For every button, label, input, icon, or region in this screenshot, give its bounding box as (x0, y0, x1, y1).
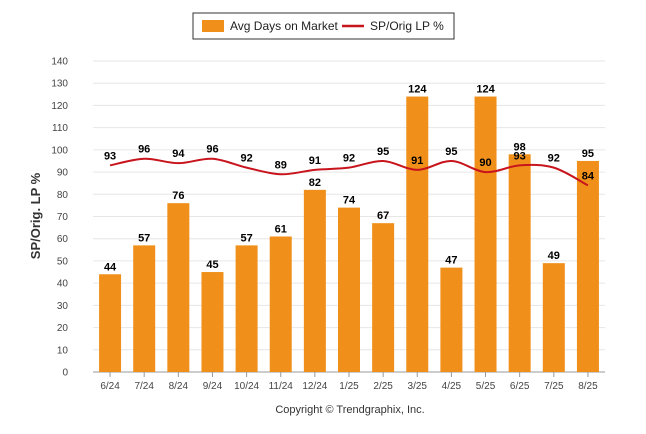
x-tick-label: 8/24 (169, 381, 189, 392)
bar (474, 96, 497, 373)
bar (201, 272, 224, 372)
line-value-label: 93 (104, 150, 116, 162)
bar (167, 203, 190, 372)
y-tick-label: 90 (57, 168, 69, 179)
line-value-label: 91 (309, 155, 321, 167)
y-tick-label: 100 (51, 145, 68, 156)
x-tick-label: 1/25 (339, 381, 359, 392)
legend-label-bars: Avg Days on Market (230, 19, 338, 33)
line-labels: 93 96 94 96 92 89 91 92 95 91 95 90 93 92 84 (104, 144, 595, 183)
legend: Avg Days on Market SP/Orig LP % (192, 12, 455, 40)
bar (542, 263, 565, 372)
bar-value-label: 82 (309, 177, 321, 189)
y-tick-label: 50 (57, 256, 69, 267)
y-tick-label: 10 (57, 345, 69, 356)
x-tick-label: 8/25 (578, 381, 598, 392)
bar-value-label: 124 (408, 84, 427, 96)
line-value-label: 93 (514, 150, 526, 162)
line-value-label: 89 (275, 159, 287, 171)
x-tick-label: 7/24 (134, 381, 154, 392)
line-value-label: 91 (411, 155, 423, 167)
x-tick-label: 3/25 (408, 381, 428, 392)
x-tick-label: 11/24 (269, 381, 294, 392)
x-axis-ticks: 6/24 7/24 8/24 9/24 10/24 11/24 12/24 1/25 2/25 3… (100, 372, 598, 392)
line-value-label: 94 (172, 148, 185, 160)
bar-value-label: 57 (138, 232, 150, 244)
bar-value-label: 45 (206, 259, 218, 271)
bar-value-label: 44 (104, 261, 117, 273)
bar-value-label: 98 (514, 141, 526, 153)
bar (406, 96, 429, 373)
legend-label-line: SP/Orig LP % (370, 19, 444, 33)
line-value-label: 84 (582, 170, 595, 182)
y-tick-label: 80 (57, 190, 69, 201)
y-tick-label: 120 (51, 101, 68, 112)
bar (133, 245, 156, 372)
y-axis-label: SP/Orig. LP % (28, 172, 43, 259)
bar (508, 154, 531, 372)
legend-swatch-bars (202, 20, 224, 32)
y-tick-label: 20 (57, 323, 69, 334)
bar-value-label: 47 (445, 255, 457, 267)
line-value-label: 96 (206, 144, 218, 156)
bar (303, 189, 326, 372)
bar-value-label: 124 (476, 84, 495, 96)
x-tick-label: 10/24 (234, 381, 259, 392)
y-tick-label: 60 (57, 234, 69, 245)
y-tick-label: 30 (57, 301, 69, 312)
x-tick-label: 6/25 (510, 381, 530, 392)
bars (99, 96, 599, 373)
y-tick-label: 40 (57, 279, 69, 290)
line-value-label: 90 (479, 157, 491, 169)
copyright-credit: Copyright © Trendgraphix, Inc. (275, 404, 424, 416)
bar-value-label: 57 (240, 232, 252, 244)
y-tick-label: 70 (57, 212, 69, 223)
line-value-label: 95 (445, 146, 457, 158)
bar (235, 245, 258, 372)
x-tick-label: 2/25 (373, 381, 393, 392)
bar-labels: 44 57 76 45 57 61 82 74 67 124 47 124 98 49 95 (104, 84, 594, 274)
x-tick-label: 12/24 (302, 381, 327, 392)
legend-box (192, 12, 455, 40)
bar (576, 160, 599, 372)
bar-value-label: 49 (548, 250, 560, 262)
bar-value-label: 76 (172, 190, 184, 202)
y-tick-label: 0 (62, 368, 68, 379)
line-value-label: 95 (377, 146, 389, 158)
line-series (109, 157, 589, 187)
bar (440, 267, 463, 372)
bar-value-label: 67 (377, 210, 389, 222)
x-tick-label: 5/25 (476, 381, 496, 392)
y-tick-label: 110 (52, 123, 68, 134)
x-tick-label: 9/24 (203, 381, 223, 392)
bar-value-label: 74 (343, 195, 356, 207)
line-value-label: 92 (240, 153, 252, 165)
bar-value-label: 61 (275, 223, 287, 235)
line-value-label: 92 (343, 153, 355, 165)
bar (269, 236, 292, 372)
bar-value-label: 95 (582, 148, 594, 160)
bar (99, 274, 122, 372)
line-value-label: 92 (548, 153, 560, 165)
y-axis-ticks: 0 10 20 30 40 50 60 70 80 90 100 110 120 130 140 (51, 57, 68, 379)
bar (338, 207, 360, 372)
x-tick-label: 7/25 (544, 381, 564, 392)
line-value-label: 96 (138, 144, 150, 156)
y-tick-label: 130 (51, 79, 68, 90)
x-tick-label: 4/25 (442, 381, 462, 392)
x-tick-label: 6/24 (100, 381, 120, 392)
bar (372, 223, 395, 372)
y-tick-label: 140 (51, 57, 68, 68)
